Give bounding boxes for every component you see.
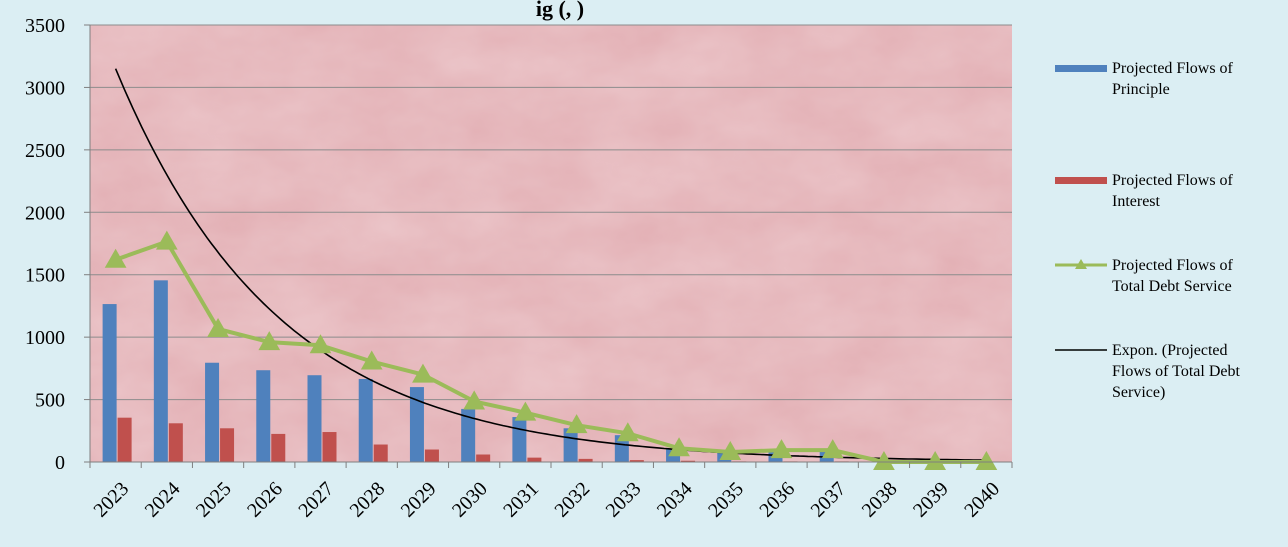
- bar-interest-2030: [476, 454, 491, 462]
- point-total-debt-service-2030: [463, 390, 486, 410]
- legend-label-0: Projected Flows of Principle: [1112, 60, 1234, 98]
- bar-interest-2031: [527, 457, 542, 462]
- bar-principle-2032: [563, 428, 578, 462]
- bar-principle-2033: [614, 435, 629, 462]
- bar-principle-2031: [512, 417, 527, 462]
- point-total-debt-service-2037: [821, 439, 844, 459]
- bar-interest-2029: [424, 449, 439, 462]
- line-series: [104, 230, 998, 470]
- x-tick-label: 2026: [243, 478, 287, 522]
- bar-interest-2032: [578, 458, 593, 462]
- bar-principle-2027: [307, 375, 322, 462]
- legend-marker-2: [1075, 259, 1087, 269]
- x-tick-label: 2030: [448, 478, 492, 522]
- legend: Projected Flows of Principle Projected Flo…: [1055, 60, 1240, 401]
- x-tick-label: 2034: [653, 478, 697, 522]
- bars: [102, 280, 849, 462]
- bar-interest-2033: [629, 460, 644, 462]
- chart-title: ig (, ): [536, 0, 584, 21]
- bar-principle-2023: [102, 304, 117, 462]
- bar-principle-2025: [205, 362, 220, 462]
- point-total-debt-service-2034: [668, 437, 690, 457]
- bar-principle-2028: [358, 378, 373, 462]
- legend-label-3: Expon. (Projected Flows of Total Debt Serv…: [1112, 342, 1240, 401]
- bar-interest-2027: [322, 432, 337, 462]
- bar-principle-2026: [256, 370, 271, 462]
- y-tick-label: 2000: [25, 202, 65, 224]
- x-tick-label: 2038: [858, 478, 902, 522]
- point-total-debt-service-2039: [924, 450, 947, 470]
- y-tick-label: 1000: [25, 327, 65, 349]
- bar-interest-2034: [681, 460, 696, 462]
- point-total-debt-service-2040: [975, 450, 998, 470]
- bar-principle-2024: [153, 280, 168, 462]
- point-total-debt-service-2026: [258, 331, 281, 351]
- legend-label-1: Projected Flows of Interest: [1112, 172, 1234, 210]
- point-total-debt-service-2032: [565, 414, 588, 434]
- x-tick-label: 2039: [909, 478, 953, 522]
- line-total-debt-service: [114, 239, 987, 464]
- bar-interest-2023: [117, 417, 132, 462]
- point-total-debt-service-2036: [770, 439, 793, 459]
- legend-label-2: Projected Flows of Total Debt Service: [1112, 257, 1234, 295]
- x-tick-label: 2033: [602, 478, 646, 522]
- y-tick-label: 3500: [25, 15, 65, 37]
- x-tick-label: 2027: [294, 478, 338, 522]
- x-tick-label: 2024: [141, 478, 185, 522]
- point-total-debt-service-2024: [155, 230, 178, 250]
- x-tick-label: 2036: [755, 478, 799, 522]
- bar-interest-2028: [373, 444, 388, 462]
- plot-background: [90, 25, 1012, 462]
- x-tick-label: 2035: [704, 478, 748, 522]
- bar-interest-2024: [168, 423, 183, 462]
- x-tick-label: 2023: [89, 478, 133, 522]
- y-tick-label: 1500: [25, 265, 65, 287]
- x-tick-label: 2040: [960, 478, 1004, 522]
- legend-swatch-0: [1055, 65, 1107, 72]
- point-total-debt-service-2027: [309, 334, 332, 354]
- legend-swatch-1: [1055, 177, 1107, 184]
- point-total-debt-service-2023: [104, 248, 127, 268]
- bar-principle-2029: [409, 387, 424, 462]
- point-total-debt-service-2033: [616, 422, 639, 442]
- point-total-debt-service-2038: [873, 450, 895, 470]
- y-tick-label: 500: [35, 390, 65, 412]
- x-tick-label: 2029: [397, 478, 441, 522]
- point-total-debt-service-2029: [412, 363, 434, 383]
- x-tick-label: 2031: [499, 478, 543, 522]
- y-tick-label: 0: [55, 452, 65, 474]
- x-tick-label: 2032: [550, 478, 594, 522]
- point-total-debt-service-2035: [719, 441, 742, 461]
- y-tick-label: 3000: [25, 77, 65, 99]
- point-total-debt-service-2028: [360, 350, 383, 370]
- x-tick-label: 2037: [807, 478, 851, 522]
- point-total-debt-service-2025: [207, 318, 229, 338]
- x-tick-label: 2028: [346, 478, 390, 522]
- bar-principle-2030: [461, 408, 476, 462]
- x-tick-label: 2025: [192, 478, 236, 522]
- bar-interest-2026: [271, 433, 286, 462]
- bar-interest-2025: [220, 428, 235, 462]
- y-tick-label: 2500: [25, 140, 65, 162]
- plot-texture: [90, 25, 1012, 462]
- point-total-debt-service-2031: [514, 401, 537, 421]
